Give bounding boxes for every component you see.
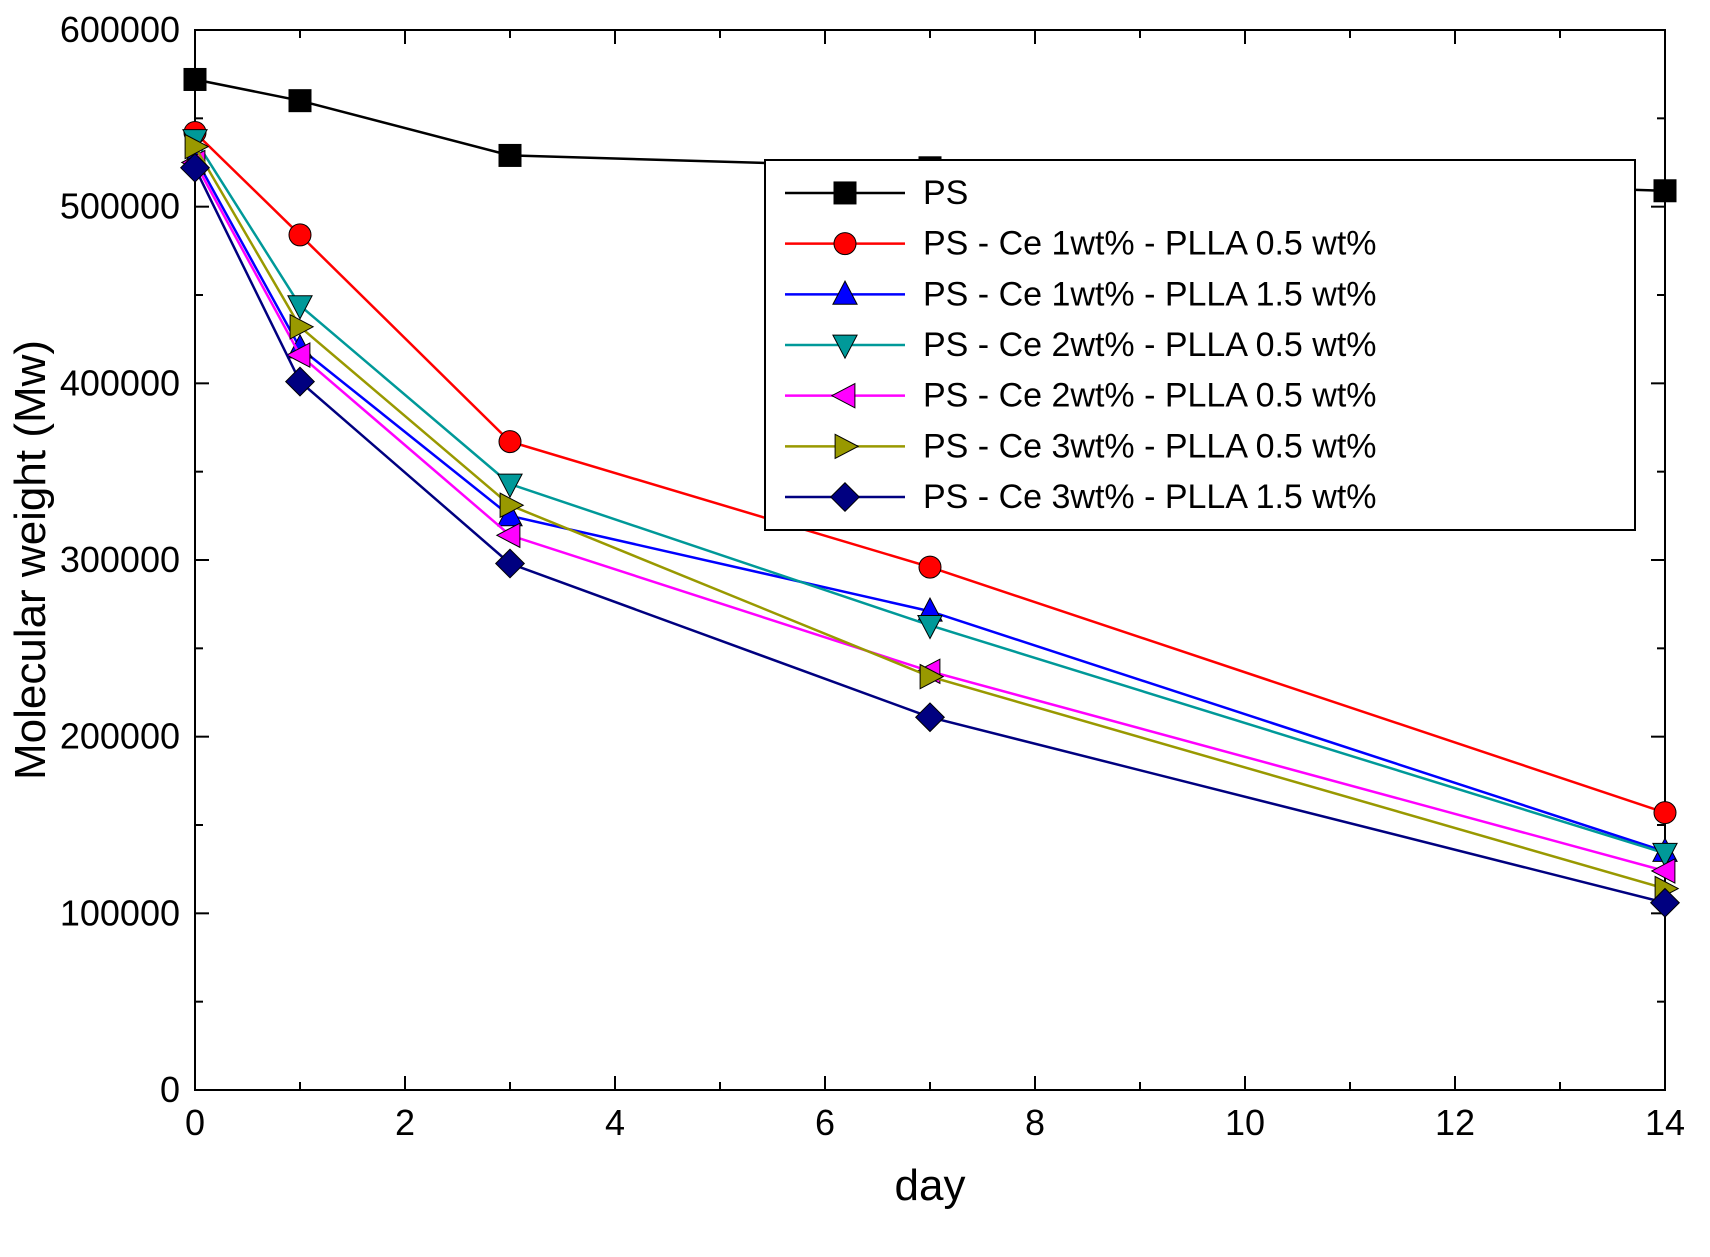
legend-label: PS - Ce 1wt% - PLLA 1.5 wt% (923, 275, 1377, 313)
x-tick-label: 2 (395, 1102, 415, 1143)
x-tick-label: 10 (1225, 1102, 1265, 1143)
legend-label: PS - Ce 3wt% - PLLA 0.5 wt% (923, 427, 1377, 465)
y-tick-label: 100000 (60, 892, 180, 933)
x-axis-label: day (895, 1161, 966, 1210)
y-tick-label: 600000 (60, 9, 180, 50)
x-tick-label: 6 (815, 1102, 835, 1143)
legend: PS PS - Ce 1wt% - PLLA 0.5 wt% PS - Ce 1wt… (765, 160, 1635, 530)
y-axis-label: Molecular weight (Mw) (6, 340, 55, 780)
y-tick-label: 0 (160, 1069, 180, 1110)
x-tick-label: 8 (1025, 1102, 1045, 1143)
legend-label: PS (923, 174, 968, 212)
chart-container: 0 2 4 6 8 10 12 14 day 0 100000 200000 300000 400000 5… (0, 0, 1710, 1257)
x-tick-label: 4 (605, 1102, 625, 1143)
legend-label: PS - Ce 1wt% - PLLA 0.5 wt% (923, 225, 1377, 263)
chart-svg: 0 2 4 6 8 10 12 14 day 0 100000 200000 300000 400000 5… (0, 0, 1710, 1257)
y-tick-label: 400000 (60, 362, 180, 403)
x-tick-label: 14 (1645, 1102, 1685, 1143)
y-tick-label: 300000 (60, 539, 180, 580)
legend-label: PS - Ce 2wt% - PLLA 0.5 wt% (923, 377, 1377, 415)
legend-label: PS - Ce 2wt% - PLLA 0.5 wt% (923, 326, 1377, 364)
y-tick-label: 500000 (60, 186, 180, 227)
y-tick-label: 200000 (60, 716, 180, 757)
x-tick-label: 0 (185, 1102, 205, 1143)
x-tick-label: 12 (1435, 1102, 1475, 1143)
legend-label: PS - Ce 3wt% - PLLA 1.5 wt% (923, 478, 1377, 516)
